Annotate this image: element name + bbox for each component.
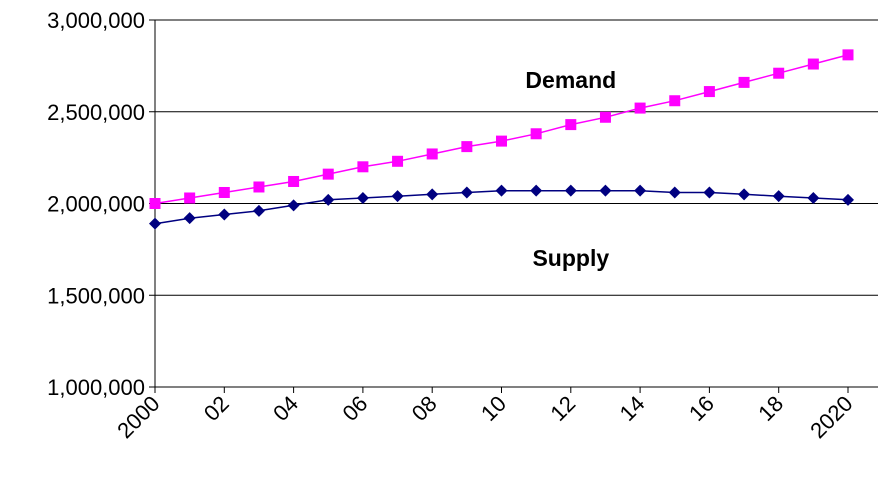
x-tick-label: 2020	[805, 391, 857, 443]
x-tick-label: 16	[684, 391, 719, 426]
supply-marker	[668, 186, 681, 199]
supply-marker	[460, 186, 473, 199]
x-tick-label: 06	[337, 391, 372, 426]
supply-marker	[842, 193, 854, 206]
supply-marker	[149, 217, 161, 230]
x-tick-labels: 2000 02 04 06 08 10 12 14 16 18 2020	[112, 391, 857, 443]
demand-marker	[530, 128, 542, 140]
demand-marker	[288, 175, 300, 187]
supply-marker	[218, 208, 231, 221]
annotation-demand: Demand	[525, 67, 616, 93]
demand-marker	[426, 148, 438, 160]
demand-marker	[322, 168, 334, 180]
supply-marker	[495, 184, 508, 197]
demand-marker	[253, 181, 265, 193]
annotation-supply: Supply	[532, 245, 609, 271]
demand-marker	[669, 95, 681, 107]
supply-marker	[703, 186, 716, 199]
gridlines	[149, 19, 878, 393]
x-tick-label: 18	[753, 391, 788, 426]
supply-marker	[599, 184, 612, 197]
y-tick-label: 3,000,000	[47, 8, 145, 33]
series-group	[149, 49, 854, 230]
demand-marker	[496, 135, 507, 147]
y-tick-label: 2,000,000	[47, 192, 145, 217]
demand-marker	[634, 102, 646, 114]
y-tick-labels: 1,000,000 1,500,000 2,000,000 2,500,000 3,00…	[47, 8, 145, 400]
supply-marker	[634, 184, 647, 197]
x-tick-label: 12	[545, 391, 580, 426]
demand-marker	[738, 76, 750, 88]
x-tick-label: 02	[199, 391, 234, 426]
supply-marker	[322, 193, 335, 206]
x-tick-label: 04	[268, 391, 303, 426]
annotations: Demand Supply	[525, 67, 616, 271]
supply-marker	[356, 191, 369, 204]
demand-marker	[842, 49, 854, 61]
supply-marker	[252, 204, 265, 217]
supply-marker	[564, 184, 577, 197]
supply-marker	[738, 188, 751, 201]
supply-marker	[183, 212, 196, 225]
supply-marker	[772, 190, 785, 203]
demand-marker	[703, 86, 715, 98]
supply-marker	[426, 188, 439, 201]
demand-marker	[565, 119, 577, 131]
demand-marker	[357, 161, 369, 173]
x-tick-label: 08	[407, 391, 442, 426]
x-tick-label: 14	[615, 391, 650, 426]
demand-marker	[149, 198, 161, 209]
supply-marker	[287, 199, 300, 212]
y-tick-label: 1,500,000	[47, 283, 145, 308]
demand-marker	[461, 141, 473, 153]
y-tick-label: 1,000,000	[47, 375, 145, 400]
supply-marker	[807, 191, 820, 204]
demand-marker	[807, 58, 819, 70]
x-tick-label: 10	[476, 391, 511, 426]
supply-marker	[530, 184, 543, 197]
demand-marker	[184, 192, 196, 204]
demand-marker	[392, 155, 404, 167]
demand-marker	[773, 67, 785, 79]
supply-marker	[391, 190, 404, 203]
demand-marker	[599, 111, 611, 123]
demand-marker	[218, 186, 230, 198]
y-tick-label: 2,500,000	[47, 100, 145, 125]
